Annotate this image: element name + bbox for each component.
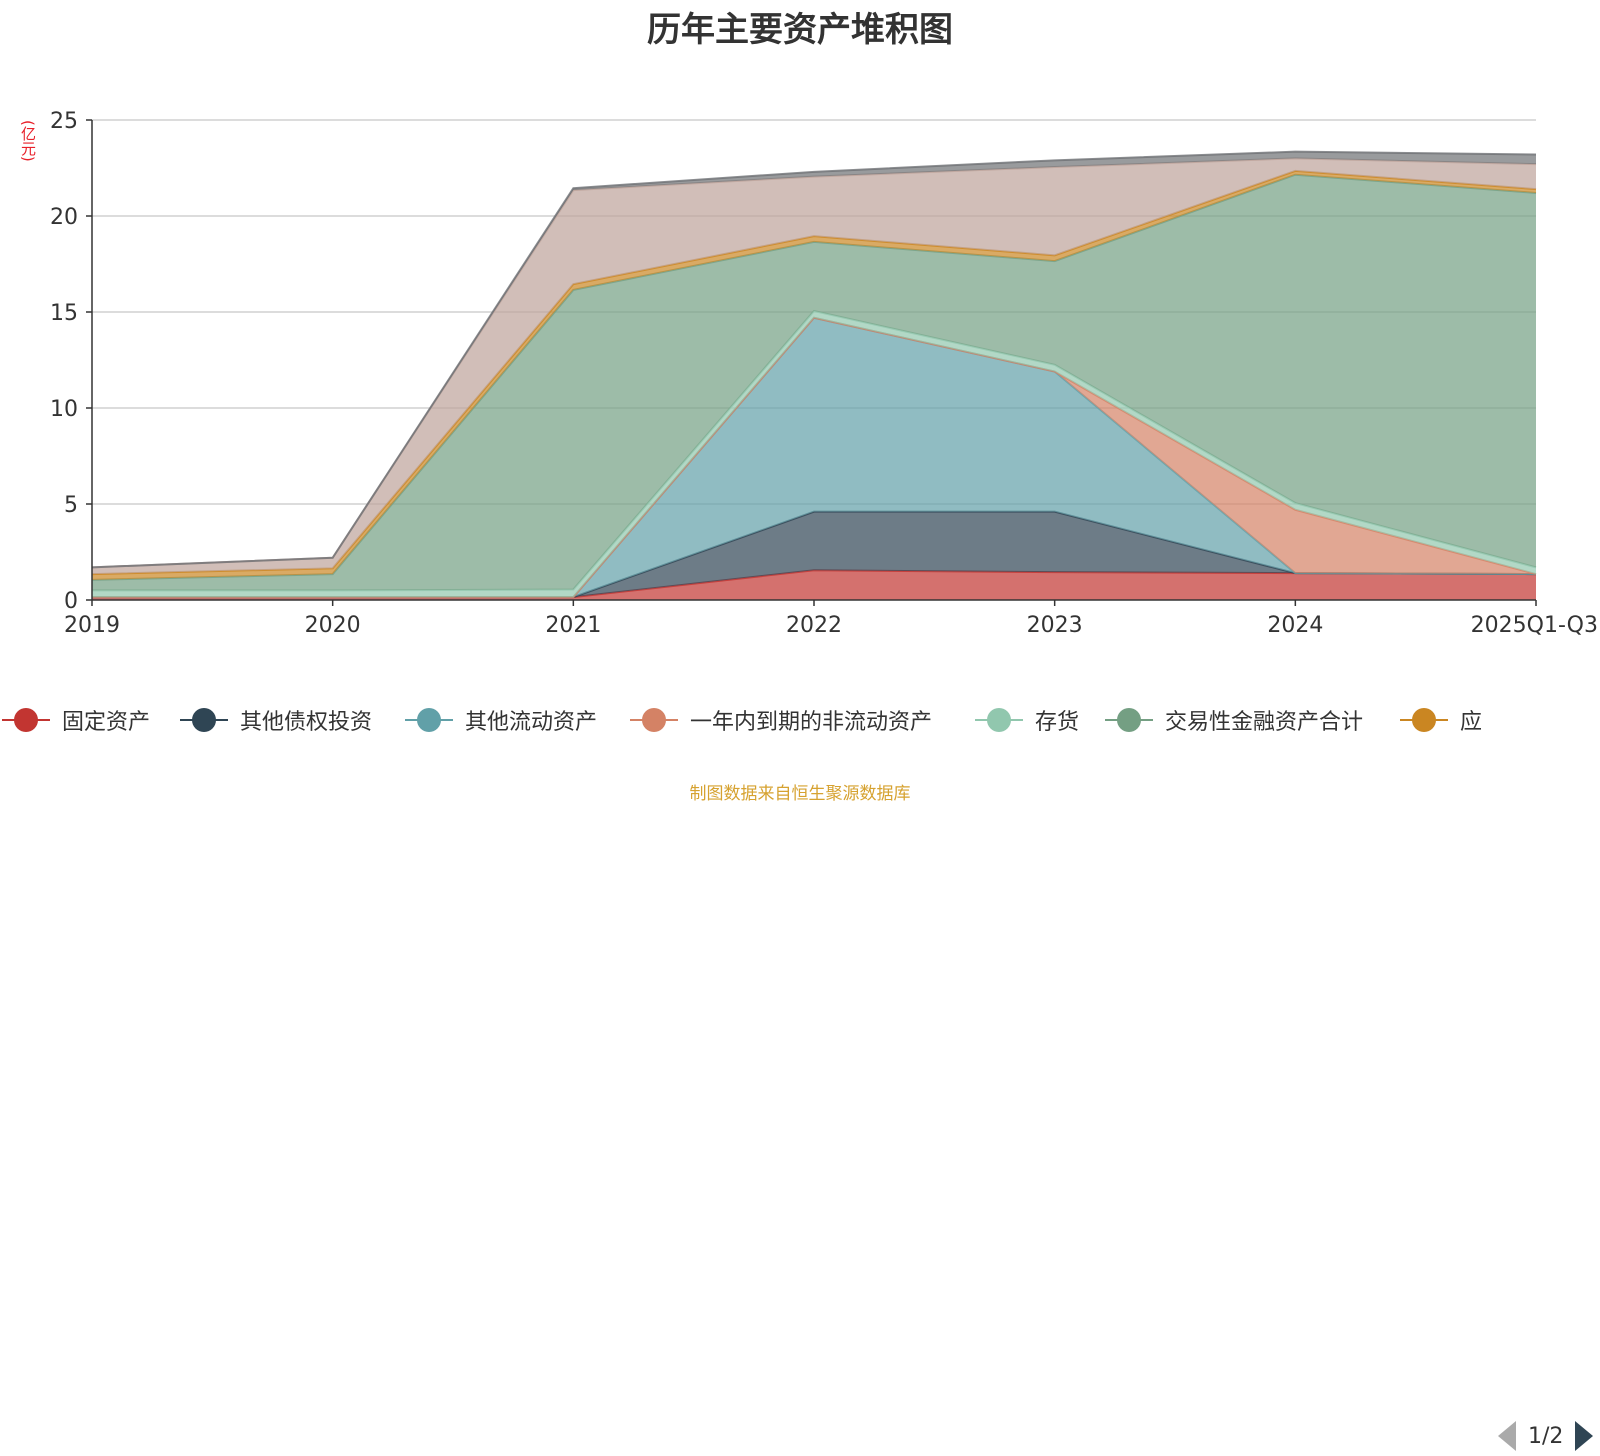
area-series	[91, 150, 1537, 600]
legend-item[interactable]: 存货	[975, 700, 1079, 740]
legend-marker-icon	[1400, 708, 1448, 732]
area-series-1	[92, 511, 1536, 598]
legend-marker-icon	[1105, 708, 1153, 732]
x-tick-label: 2024	[1267, 613, 1323, 638]
x-tick-label: 2021	[545, 613, 601, 638]
legend-item[interactable]: 其他流动资产	[405, 700, 597, 740]
legend-item[interactable]: 应	[1400, 700, 1482, 740]
y-axis-unit-label: (亿元)	[19, 120, 37, 162]
legend-item[interactable]: 一年内到期的非流动资产	[630, 700, 932, 740]
legend-marker-icon	[2, 708, 50, 732]
axes: 0 5 10 15 20 25 2019 2020 2021 2022 2023 2024 2025Q1…	[50, 109, 1598, 638]
x-tick-label: 2022	[786, 613, 842, 638]
y-tick-label: 25	[50, 109, 78, 134]
area-series-2	[92, 317, 1536, 598]
legend-item[interactable]: 其他债权投资	[180, 700, 372, 740]
legend-page-indicator: 1/2	[1528, 1423, 1564, 1449]
x-tick-label: 2019	[64, 613, 120, 638]
legend-item[interactable]: 交易性金融资产合计	[1105, 700, 1363, 740]
legend-label: 固定资产	[62, 710, 151, 735]
legend-item[interactable]: 固定资产	[2, 700, 150, 740]
legend-marker-icon	[405, 708, 453, 732]
x-tick-label: 2020	[305, 613, 361, 638]
area-series-3	[92, 317, 1536, 598]
legend-label: 交易性金融资产合计	[1165, 710, 1364, 735]
legend-prev-page-icon[interactable]	[1498, 1421, 1516, 1451]
x-tick-label: 2023	[1027, 613, 1083, 638]
legend-marker-icon	[180, 708, 228, 732]
legend-pager: 1/2	[1498, 1416, 1594, 1456]
legend-label: 其他债权投资	[240, 710, 373, 735]
area-series-0	[92, 570, 1536, 600]
stacked-area-chart: 0 5 10 15 20 25 2019 2020 2021 2022 2023 2024 2025Q1…	[50, 109, 1598, 638]
legend-label: 应	[1460, 710, 1483, 735]
area-series-5	[92, 174, 1536, 591]
legend: 固定资产 其他债权投资 其他流动资产 一年内到期的非流动资产 存货 交易性金融资产合计应 …	[0, 700, 1600, 1451]
x-tick-label: 2025Q1-Q3	[1471, 613, 1598, 638]
legend-label: 其他流动资产	[465, 710, 598, 735]
y-tick-label: 20	[50, 205, 78, 230]
y-tick-label: 10	[50, 397, 78, 422]
legend-label: 存货	[1035, 710, 1080, 735]
source-note: 制图数据来自恒生聚源数据库	[689, 784, 911, 804]
legend-label: 一年内到期的非流动资产	[690, 710, 933, 735]
legend-next-page-icon[interactable]	[1575, 1421, 1594, 1451]
y-tick-label: 0	[64, 589, 78, 614]
series-line-8	[91, 150, 1537, 569]
y-tick-label: 15	[50, 301, 78, 326]
legend-marker-icon	[975, 708, 1023, 732]
chart-title: 历年主要资产堆积图	[647, 10, 953, 50]
legend-marker-icon	[630, 708, 678, 732]
y-tick-label: 5	[64, 493, 78, 518]
